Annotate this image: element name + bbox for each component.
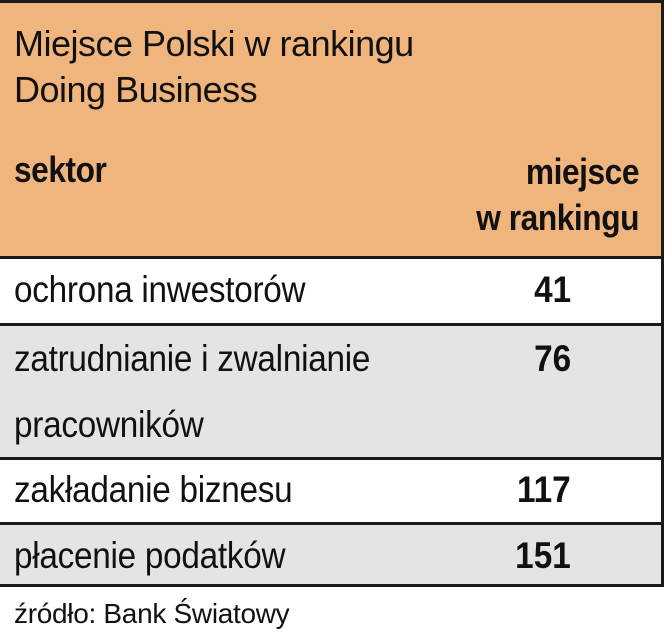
sektor-cell: zakładanie biznesu bbox=[14, 457, 293, 523]
sektor-line: zatrudnianie i zwalnianie bbox=[14, 338, 371, 379]
table-row: płacenie podatków 151 bbox=[0, 525, 661, 587]
row-rule bbox=[0, 522, 661, 525]
header-rule bbox=[0, 256, 661, 259]
rank-cell: 76 bbox=[533, 338, 571, 379]
sektor-cell: ochrona inwestorów bbox=[14, 257, 306, 323]
sektor-line: zakładanie biznesu bbox=[14, 469, 293, 510]
column-header-line: w rankingu bbox=[476, 197, 639, 238]
ranking-table: Miejsce Polski w rankingu Doing Business… bbox=[0, 0, 664, 587]
column-header-sektor: sektor bbox=[14, 149, 107, 190]
sektor-line: ochrona inwestorów bbox=[14, 269, 306, 310]
chart-title: Miejsce Polski w rankingu Doing Business bbox=[14, 21, 414, 113]
bottom-rule bbox=[0, 584, 664, 587]
sektor-line: płacenie podatków bbox=[14, 535, 286, 576]
title-line: Doing Business bbox=[14, 69, 258, 110]
row-rule bbox=[0, 323, 661, 326]
rank-cell: 151 bbox=[515, 535, 571, 576]
title-line: Miejsce Polski w rankingu bbox=[14, 23, 414, 64]
table-row: ochrona inwestorów 41 bbox=[0, 259, 661, 323]
rank-cell: 41 bbox=[533, 269, 571, 310]
column-header-line: miejsce bbox=[525, 151, 640, 192]
row-rule bbox=[0, 457, 661, 460]
source-note: źródło: Bank Światowy bbox=[14, 598, 290, 629]
table-row: zakładanie biznesu 117 bbox=[0, 460, 661, 522]
column-header-rank: miejsce w rankingu bbox=[476, 149, 639, 241]
table-header: Miejsce Polski w rankingu Doing Business… bbox=[0, 3, 661, 258]
sektor-line: pracowników bbox=[14, 404, 204, 445]
sektor-cell: płacenie podatków bbox=[14, 523, 286, 587]
sektor-cell: zatrudnianie i zwalnianie pracowników bbox=[14, 326, 370, 458]
rank-cell: 117 bbox=[517, 469, 571, 510]
table-row: zatrudnianie i zwalnianie pracowników 76 bbox=[0, 326, 661, 457]
